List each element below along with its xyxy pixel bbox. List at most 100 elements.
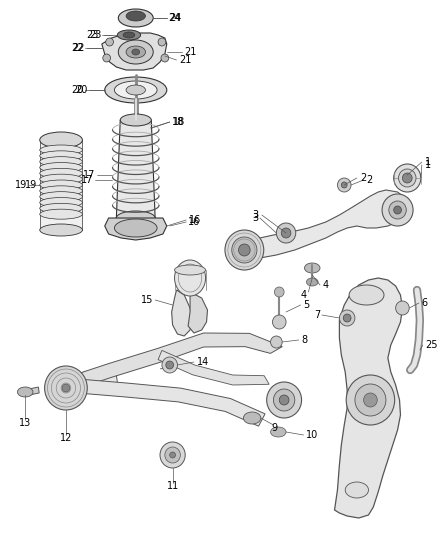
Text: 23: 23: [89, 30, 102, 40]
Text: 6: 6: [422, 298, 428, 308]
Text: 22: 22: [72, 43, 85, 53]
Text: 8: 8: [302, 335, 308, 345]
Ellipse shape: [244, 412, 261, 424]
Text: 18: 18: [173, 117, 185, 127]
Text: 10: 10: [307, 430, 319, 440]
Text: 3: 3: [252, 213, 258, 223]
Ellipse shape: [345, 482, 368, 498]
Polygon shape: [117, 120, 155, 218]
Ellipse shape: [40, 209, 82, 219]
Circle shape: [106, 38, 113, 46]
Ellipse shape: [276, 223, 296, 243]
Circle shape: [158, 38, 166, 46]
Ellipse shape: [40, 180, 82, 190]
Ellipse shape: [105, 77, 167, 103]
Text: 19: 19: [25, 180, 37, 190]
Text: 1: 1: [425, 160, 431, 170]
Text: 2: 2: [360, 173, 366, 183]
Ellipse shape: [399, 169, 416, 187]
Text: 15: 15: [141, 295, 153, 305]
Circle shape: [162, 357, 177, 373]
Ellipse shape: [132, 49, 140, 55]
Ellipse shape: [382, 194, 413, 226]
Ellipse shape: [349, 285, 384, 305]
Ellipse shape: [117, 30, 141, 40]
Text: 20: 20: [75, 85, 87, 95]
Ellipse shape: [239, 244, 250, 256]
Ellipse shape: [355, 384, 386, 416]
Text: 17: 17: [83, 170, 95, 180]
Ellipse shape: [389, 201, 406, 219]
Text: 22: 22: [71, 43, 83, 53]
Circle shape: [396, 301, 409, 315]
Text: 18: 18: [172, 117, 184, 127]
Ellipse shape: [170, 452, 176, 458]
Ellipse shape: [40, 163, 82, 173]
Circle shape: [161, 54, 169, 62]
Ellipse shape: [394, 164, 421, 192]
Text: 5: 5: [304, 300, 310, 310]
Ellipse shape: [40, 174, 82, 184]
Ellipse shape: [279, 395, 289, 405]
Circle shape: [341, 182, 347, 188]
Polygon shape: [160, 367, 170, 369]
Circle shape: [166, 361, 173, 369]
Ellipse shape: [117, 211, 155, 225]
Circle shape: [103, 54, 110, 62]
Ellipse shape: [45, 366, 87, 410]
Ellipse shape: [394, 206, 402, 214]
Circle shape: [272, 315, 286, 329]
Ellipse shape: [40, 132, 82, 148]
Polygon shape: [158, 350, 269, 385]
Ellipse shape: [40, 186, 82, 196]
Ellipse shape: [62, 384, 70, 392]
Text: 4: 4: [300, 290, 307, 300]
Ellipse shape: [175, 260, 205, 296]
Text: 19: 19: [15, 180, 27, 190]
Ellipse shape: [126, 85, 145, 95]
Polygon shape: [24, 387, 39, 396]
Polygon shape: [40, 140, 82, 230]
Ellipse shape: [40, 157, 82, 167]
Text: 21: 21: [184, 47, 197, 57]
Polygon shape: [65, 378, 265, 426]
Text: 3: 3: [253, 210, 259, 220]
Ellipse shape: [40, 192, 82, 201]
Circle shape: [275, 287, 284, 297]
Circle shape: [339, 310, 355, 326]
Ellipse shape: [304, 263, 320, 273]
Ellipse shape: [346, 375, 395, 425]
Polygon shape: [172, 290, 192, 336]
Ellipse shape: [114, 81, 157, 99]
Ellipse shape: [273, 389, 295, 411]
Ellipse shape: [118, 40, 153, 64]
Ellipse shape: [40, 151, 82, 161]
Ellipse shape: [123, 32, 135, 38]
Text: 20: 20: [71, 85, 83, 95]
Polygon shape: [102, 33, 167, 70]
Ellipse shape: [40, 203, 82, 213]
Text: 4: 4: [323, 280, 329, 290]
Text: 1: 1: [425, 157, 431, 167]
Polygon shape: [64, 366, 117, 394]
Text: 14: 14: [197, 357, 209, 367]
Ellipse shape: [364, 393, 377, 407]
Text: 7: 7: [314, 310, 320, 320]
Text: 21: 21: [180, 55, 192, 65]
Ellipse shape: [120, 114, 151, 126]
Ellipse shape: [271, 427, 286, 437]
Polygon shape: [235, 190, 407, 258]
Text: 13: 13: [19, 418, 32, 428]
Ellipse shape: [225, 230, 264, 270]
Circle shape: [343, 314, 351, 322]
Text: 2: 2: [367, 175, 373, 185]
Ellipse shape: [175, 265, 205, 275]
Ellipse shape: [18, 387, 33, 397]
Text: 24: 24: [170, 13, 182, 23]
Ellipse shape: [40, 224, 82, 236]
Ellipse shape: [267, 382, 302, 418]
Ellipse shape: [40, 145, 82, 155]
Ellipse shape: [160, 442, 185, 468]
Text: 25: 25: [426, 340, 438, 350]
Text: 9: 9: [272, 423, 278, 433]
